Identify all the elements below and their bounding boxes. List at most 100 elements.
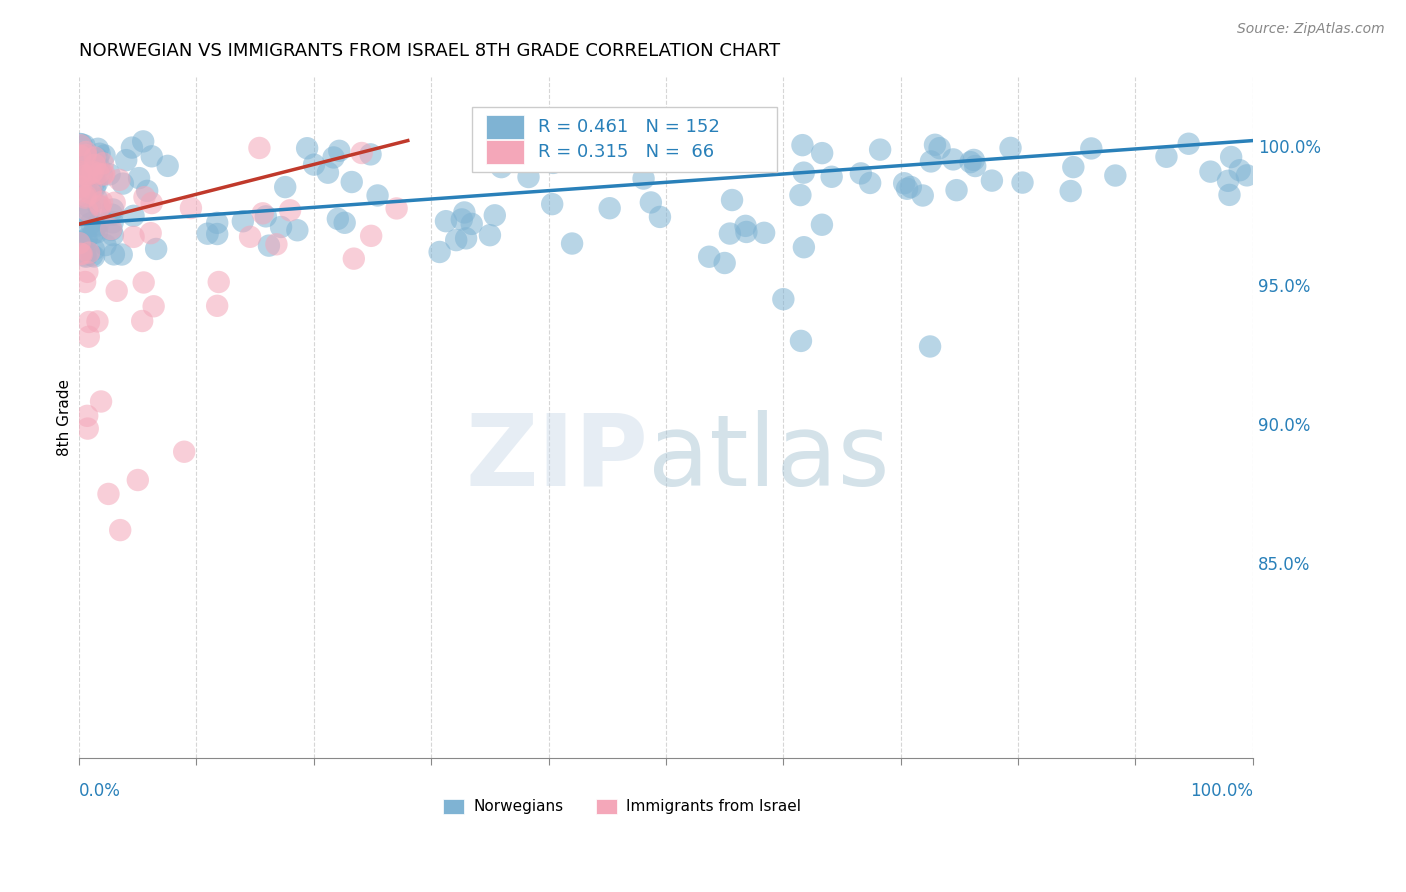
Point <box>789 188 811 202</box>
Point <box>79 186 101 201</box>
Point <box>73 157 96 171</box>
Point <box>101 228 124 243</box>
Point <box>205 299 228 313</box>
Point <box>718 227 741 241</box>
Point <box>963 153 986 167</box>
Point <box>91 156 114 170</box>
Point <box>122 209 145 223</box>
Point <box>1216 174 1239 188</box>
Point <box>128 171 150 186</box>
Point <box>69 136 91 151</box>
Text: ZIP: ZIP <box>465 409 648 507</box>
Point <box>385 202 408 216</box>
Point <box>83 180 105 194</box>
Y-axis label: 8th Grade: 8th Grade <box>58 379 72 456</box>
Point <box>340 175 363 189</box>
Point <box>561 236 583 251</box>
Point <box>108 173 131 187</box>
Point <box>115 153 138 168</box>
Point <box>69 235 91 250</box>
Point <box>108 523 131 537</box>
Point <box>484 208 506 222</box>
Point <box>77 315 100 329</box>
Point <box>360 147 382 161</box>
Point <box>103 247 125 261</box>
Text: 0.0%: 0.0% <box>79 781 121 800</box>
Point <box>790 334 813 348</box>
Point <box>76 203 98 218</box>
Point <box>104 195 127 210</box>
Point <box>869 143 891 157</box>
Point <box>434 214 457 228</box>
Point <box>87 160 110 174</box>
Point <box>945 183 967 197</box>
Point <box>959 155 981 169</box>
Point <box>322 151 344 165</box>
Point <box>811 218 834 232</box>
Point <box>811 146 834 161</box>
Point <box>249 141 271 155</box>
Point <box>105 284 128 298</box>
Point <box>1080 141 1102 155</box>
Point <box>127 473 149 487</box>
Point <box>84 158 107 172</box>
Point <box>132 135 155 149</box>
Point <box>76 231 98 245</box>
Point <box>793 240 815 254</box>
Point <box>83 243 105 257</box>
Point <box>70 137 93 152</box>
Point <box>82 226 104 240</box>
Point <box>77 329 100 343</box>
Point <box>1229 163 1251 178</box>
Text: Immigrants from Israel: Immigrants from Israel <box>626 799 801 814</box>
Point <box>1156 150 1178 164</box>
Point <box>93 148 115 162</box>
Point <box>91 194 114 209</box>
Point <box>76 265 98 279</box>
Point <box>141 196 163 211</box>
Point <box>697 250 720 264</box>
Point <box>444 233 467 247</box>
Point <box>821 169 844 184</box>
Point <box>1104 169 1126 183</box>
Point <box>122 230 145 244</box>
Text: 100.0%: 100.0% <box>1189 781 1253 800</box>
Point <box>141 149 163 163</box>
Point <box>965 159 987 173</box>
Point <box>70 223 93 237</box>
Point <box>75 189 97 203</box>
Point <box>498 140 520 154</box>
Point <box>79 200 101 214</box>
Text: R = 0.315   N =  66: R = 0.315 N = 66 <box>538 143 714 161</box>
Point <box>93 167 115 181</box>
Point <box>70 208 93 222</box>
Point <box>942 153 965 167</box>
Point <box>75 145 97 159</box>
Text: Norwegians: Norwegians <box>474 799 564 814</box>
Point <box>111 177 134 191</box>
Point <box>86 218 108 232</box>
Point <box>83 151 105 165</box>
Point <box>640 195 662 210</box>
Point <box>69 246 91 260</box>
Point <box>73 248 96 262</box>
Point <box>75 180 97 194</box>
Point <box>75 191 97 205</box>
Point <box>132 276 155 290</box>
Point <box>893 176 915 190</box>
Text: NORWEGIAN VS IMMIGRANTS FROM ISRAEL 8TH GRADE CORRELATION CHART: NORWEGIAN VS IMMIGRANTS FROM ISRAEL 8TH … <box>79 42 780 60</box>
Point <box>75 233 97 247</box>
Point <box>101 202 124 217</box>
Point <box>69 236 91 251</box>
Point <box>73 138 96 153</box>
Point <box>86 192 108 206</box>
Point <box>326 211 349 226</box>
Point <box>1062 160 1084 174</box>
Point <box>121 140 143 154</box>
FancyBboxPatch shape <box>596 799 617 814</box>
Point <box>793 166 815 180</box>
Point <box>156 159 179 173</box>
Point <box>72 235 94 250</box>
Point <box>205 227 228 241</box>
Point <box>1177 136 1199 151</box>
